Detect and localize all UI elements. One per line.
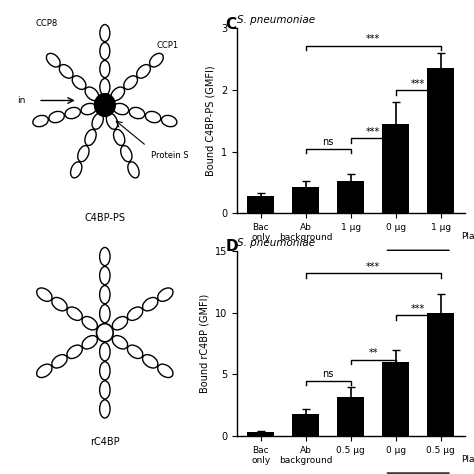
Ellipse shape	[106, 113, 118, 129]
Ellipse shape	[82, 336, 98, 349]
Ellipse shape	[146, 111, 161, 123]
Ellipse shape	[72, 76, 86, 90]
Ellipse shape	[78, 146, 89, 162]
Ellipse shape	[113, 129, 125, 146]
Ellipse shape	[52, 355, 67, 368]
Text: ***: ***	[366, 34, 380, 44]
Text: D: D	[225, 239, 238, 255]
Bar	[427, 69, 454, 213]
Text: Pla: Pla	[461, 232, 474, 241]
Text: Pla: Pla	[461, 455, 474, 464]
Bar	[292, 187, 319, 213]
Ellipse shape	[33, 115, 48, 127]
Ellipse shape	[82, 317, 98, 330]
Ellipse shape	[112, 336, 128, 349]
Text: ns: ns	[323, 369, 334, 379]
Ellipse shape	[100, 362, 110, 380]
Bar	[427, 313, 454, 436]
Ellipse shape	[158, 288, 173, 301]
Ellipse shape	[92, 113, 103, 129]
Ellipse shape	[100, 43, 110, 60]
Ellipse shape	[121, 146, 132, 162]
Text: 10 μg C4BP-PS: 10 μg C4BP-PS	[385, 261, 451, 270]
Bar	[247, 196, 274, 213]
Circle shape	[97, 324, 113, 342]
Ellipse shape	[100, 79, 110, 96]
Ellipse shape	[67, 345, 82, 358]
Text: C4BP-PS: C4BP-PS	[84, 213, 125, 223]
Ellipse shape	[143, 355, 158, 368]
Bar	[337, 397, 364, 436]
Ellipse shape	[100, 305, 110, 323]
Ellipse shape	[158, 364, 173, 378]
Text: **: **	[368, 348, 378, 358]
Ellipse shape	[49, 111, 64, 123]
Ellipse shape	[162, 115, 177, 127]
Bar	[382, 362, 409, 436]
Ellipse shape	[85, 129, 96, 146]
Ellipse shape	[128, 162, 139, 178]
Ellipse shape	[59, 64, 73, 78]
Ellipse shape	[100, 266, 110, 285]
Ellipse shape	[150, 54, 163, 67]
Text: C: C	[225, 17, 236, 32]
Text: S. pneumoniae: S. pneumoniae	[237, 15, 315, 25]
Ellipse shape	[52, 298, 67, 311]
Ellipse shape	[100, 285, 110, 304]
Ellipse shape	[100, 247, 110, 265]
Ellipse shape	[85, 87, 99, 100]
Text: CCP8: CCP8	[36, 18, 57, 27]
Ellipse shape	[100, 343, 110, 361]
Ellipse shape	[65, 108, 81, 118]
Ellipse shape	[113, 103, 128, 115]
Ellipse shape	[100, 381, 110, 399]
Text: ***: ***	[411, 304, 425, 314]
Ellipse shape	[100, 400, 110, 418]
Text: ns: ns	[323, 137, 334, 147]
Ellipse shape	[36, 364, 52, 378]
Ellipse shape	[143, 298, 158, 311]
Ellipse shape	[112, 317, 128, 330]
Ellipse shape	[46, 54, 60, 67]
Bar	[292, 414, 319, 436]
Text: CCP1: CCP1	[156, 41, 179, 50]
Ellipse shape	[94, 94, 115, 117]
Text: rC4BP: rC4BP	[90, 437, 119, 447]
Text: in: in	[17, 96, 26, 105]
Ellipse shape	[129, 108, 145, 118]
Text: Protein S: Protein S	[151, 151, 188, 160]
Y-axis label: Bound rC4BP (GMFI): Bound rC4BP (GMFI)	[200, 294, 210, 393]
Ellipse shape	[100, 25, 110, 42]
Text: S. pneumoniae: S. pneumoniae	[237, 237, 315, 247]
Y-axis label: Bound C4BP-PS (GMFI): Bound C4BP-PS (GMFI)	[205, 65, 216, 176]
Ellipse shape	[128, 345, 143, 358]
Ellipse shape	[81, 103, 97, 115]
Bar	[382, 124, 409, 213]
Ellipse shape	[124, 76, 137, 90]
Ellipse shape	[71, 162, 82, 178]
Ellipse shape	[36, 288, 52, 301]
Text: ***: ***	[411, 79, 425, 89]
Ellipse shape	[67, 307, 82, 320]
Text: ***: ***	[366, 127, 380, 137]
Ellipse shape	[137, 64, 150, 78]
Ellipse shape	[100, 61, 110, 78]
Bar	[247, 432, 274, 436]
Bar	[337, 181, 364, 213]
Text: ***: ***	[366, 262, 380, 272]
Ellipse shape	[111, 87, 125, 100]
Ellipse shape	[128, 307, 143, 320]
